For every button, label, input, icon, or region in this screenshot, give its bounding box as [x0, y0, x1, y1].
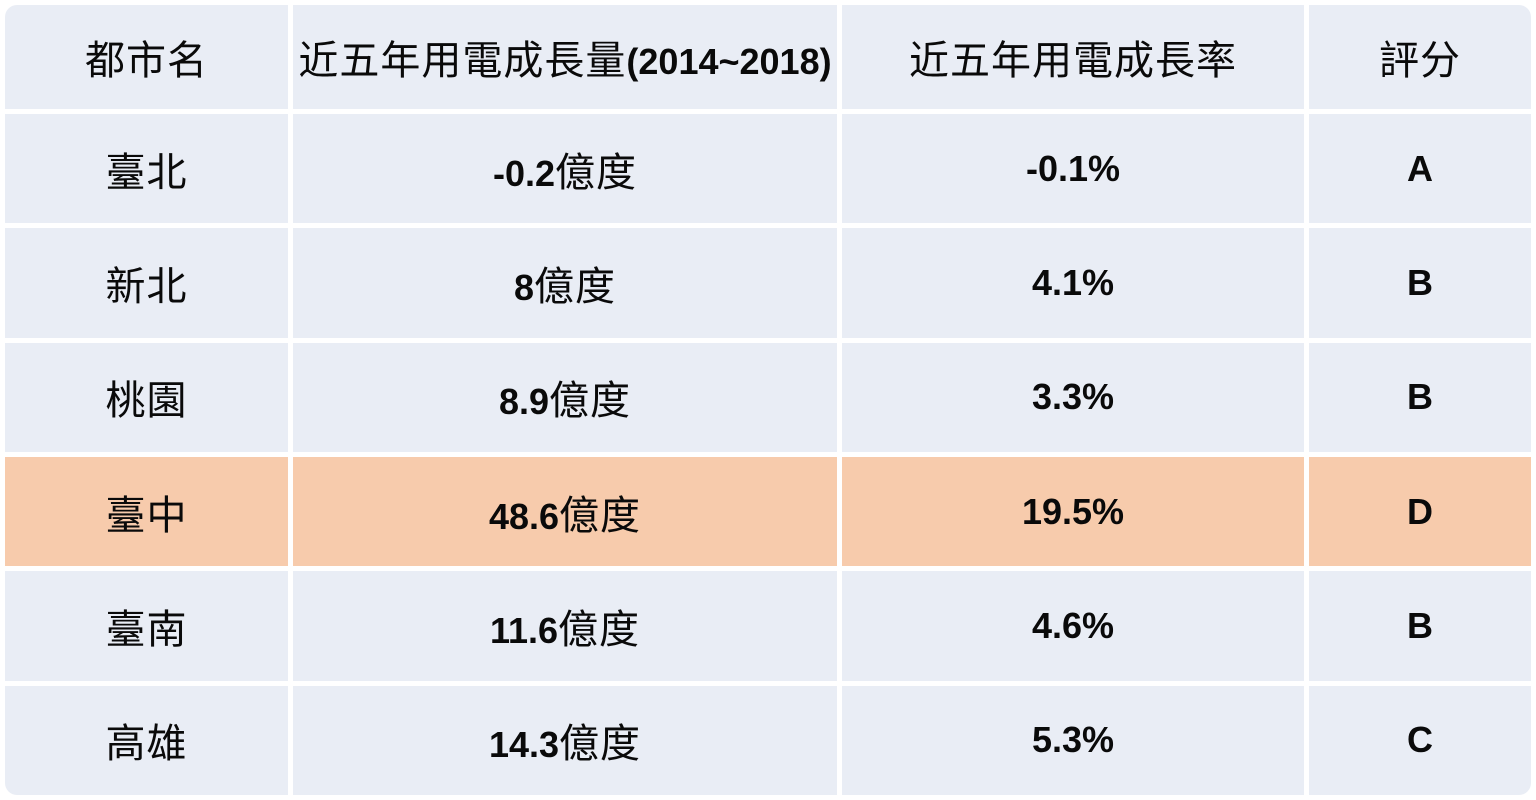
city-name: 臺中 [105, 492, 188, 538]
growth-amount-cell: -0.2億度 [293, 114, 837, 224]
table-row: 臺中 48.6億度 19.5% D [5, 456, 1531, 567]
city-name: 臺南 [105, 606, 188, 652]
amount-value: -0.2 [492, 152, 556, 194]
rate-value: 5.3% [1031, 719, 1115, 761]
header-growth-amount-years: (2014~2018) [626, 41, 832, 82]
amount-unit: 億度 [559, 721, 642, 767]
header-cell-rating: 評分 [1309, 5, 1531, 109]
table-row: 臺北 -0.2億度 -0.1% A [5, 114, 1531, 224]
amount-value: 8 [513, 266, 535, 308]
table-row: 臺南 11.6億度 4.6% B [5, 571, 1531, 681]
table-row: 新北 8億度 4.1% B [5, 228, 1531, 338]
header-cell-growth-amount: 近五年用電成長量(2014~2018) [293, 5, 837, 109]
rate-value: 4.1% [1031, 261, 1115, 303]
amount-unit: 億度 [534, 263, 617, 309]
growth-rate-cell: 4.6% [842, 571, 1304, 681]
rating-value: C [1407, 719, 1433, 761]
city-cell: 高雄 [5, 685, 288, 795]
rating-cell: B [1309, 228, 1531, 338]
rate-value: 4.6% [1031, 604, 1115, 646]
rating-value: B [1407, 261, 1433, 303]
header-city-label: 都市名 [85, 38, 208, 83]
rating-value: B [1407, 604, 1433, 646]
city-cell: 桃園 [5, 342, 288, 452]
growth-amount-cell: 8.9億度 [293, 342, 837, 452]
amount-value: 14.3 [488, 724, 560, 766]
city-name: 臺北 [105, 149, 188, 195]
rating-value: A [1407, 147, 1433, 189]
rating-cell: B [1309, 342, 1531, 452]
amount-value: 8.9 [498, 381, 550, 423]
table-row: 桃園 8.9億度 3.3% B [5, 342, 1531, 452]
rating-value: B [1407, 376, 1433, 418]
amount-unit: 億度 [558, 606, 641, 652]
amount-value: 11.6 [489, 609, 559, 651]
growth-rate-cell: 3.3% [842, 342, 1304, 452]
header-cell-city: 都市名 [5, 5, 288, 109]
amount-unit: 億度 [559, 492, 642, 538]
city-cell: 臺北 [5, 114, 288, 224]
rate-value: -0.1% [1025, 147, 1121, 189]
growth-amount-cell: 11.6億度 [293, 571, 837, 681]
growth-rate-cell: -0.1% [842, 114, 1304, 224]
amount-value: 48.6 [488, 495, 560, 537]
header-rating-label: 評分 [1379, 38, 1461, 83]
growth-rate-cell: 4.1% [842, 228, 1304, 338]
rating-value: D [1407, 490, 1433, 532]
city-name: 高雄 [105, 721, 188, 767]
rating-cell: D [1309, 456, 1531, 567]
rating-cell: A [1309, 114, 1531, 224]
city-cell: 臺南 [5, 571, 288, 681]
city-name: 新北 [105, 263, 188, 309]
rate-value: 3.3% [1031, 376, 1115, 418]
city-cell: 臺中 [5, 456, 288, 567]
rate-value: 19.5% [1021, 490, 1125, 532]
growth-rate-cell: 19.5% [842, 456, 1304, 567]
header-growth-amount-label: 近五年用電成長量 [298, 38, 627, 83]
header-cell-growth-rate: 近五年用電成長率 [842, 5, 1304, 109]
rating-cell: C [1309, 685, 1531, 795]
amount-unit: 億度 [555, 149, 638, 195]
growth-amount-cell: 8億度 [293, 228, 837, 338]
growth-amount-cell: 48.6億度 [293, 456, 837, 567]
rating-cell: B [1309, 571, 1531, 681]
table-row: 高雄 14.3億度 5.3% C [5, 685, 1531, 795]
growth-rate-cell: 5.3% [842, 685, 1304, 795]
city-cell: 新北 [5, 228, 288, 338]
growth-amount-cell: 14.3億度 [293, 685, 837, 795]
amount-unit: 億度 [549, 378, 632, 424]
header-row: 都市名 近五年用電成長量(2014~2018) 近五年用電成長率 評分 [5, 5, 1531, 109]
header-growth-rate-label: 近五年用電成長率 [909, 38, 1237, 83]
city-name: 桃園 [105, 378, 188, 424]
